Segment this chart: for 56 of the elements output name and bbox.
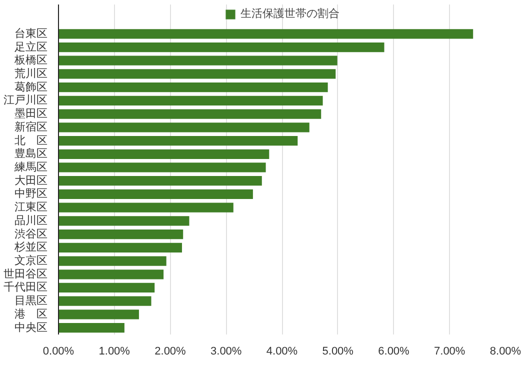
y-tick-label: 足立区 (14, 40, 48, 54)
bar (58, 202, 234, 212)
x-tick-label: 6.00% (378, 346, 410, 358)
bar (58, 242, 182, 252)
y-tick-label: 杉並区 (14, 242, 48, 254)
bar (58, 296, 152, 306)
bar (58, 282, 155, 293)
x-tick-label: 3.00% (210, 346, 242, 358)
y-tick-label: 中野区 (14, 187, 48, 200)
bar (58, 82, 328, 92)
bar (58, 109, 322, 119)
x-tick-label: 7.00% (434, 346, 466, 358)
bar (58, 149, 270, 159)
y-tick-label: 台東区 (14, 26, 48, 40)
bar (58, 162, 266, 172)
bar (58, 310, 139, 320)
bar (58, 42, 384, 52)
y-tick-label: 江東区 (14, 200, 48, 214)
bar (58, 96, 323, 106)
y-tick-label: 板橋区 (14, 54, 48, 67)
x-tick-label: 4.00% (266, 346, 298, 358)
bar (58, 323, 124, 333)
bar (58, 216, 190, 226)
y-tick-label: 江戸川区 (4, 94, 48, 107)
y-tick-label: 目黒区 (14, 295, 48, 308)
legend-label: 生活保護世帯の割合 (240, 6, 340, 21)
bar (58, 29, 474, 39)
bar (58, 176, 262, 186)
bar (58, 122, 310, 132)
y-tick-label: 墨田区 (14, 108, 48, 120)
bar (58, 56, 338, 66)
bar (58, 189, 253, 200)
y-tick-label: 港 区 (14, 307, 48, 320)
y-tick-label: 中央区 (14, 320, 48, 334)
y-tick-label: 大田区 (14, 174, 48, 187)
bar (58, 229, 184, 240)
y-tick-label: 品川区 (14, 214, 48, 227)
bar (58, 69, 336, 79)
y-tick-label: 新宿区 (14, 120, 48, 134)
x-tick-label: 1.00% (98, 346, 130, 358)
x-tick-label: 2.00% (154, 346, 186, 358)
x-tick-label: 5.00% (322, 346, 354, 358)
y-tick-label: 荒川区 (14, 66, 48, 80)
bar (58, 256, 166, 266)
bar (58, 270, 164, 280)
bar (58, 136, 298, 146)
y-tick-label: 世田谷区 (4, 267, 48, 280)
y-tick-label: 葛飾区 (14, 80, 48, 94)
y-tick-label: 練馬区 (14, 161, 48, 174)
y-tick-label: 北 区 (14, 134, 48, 147)
y-tick-label: 渋谷区 (14, 227, 48, 240)
x-tick-label: 0.00% (42, 346, 74, 358)
y-tick-label: 文京区 (14, 254, 48, 268)
y-tick-label: 千代田区 (4, 280, 48, 294)
x-tick-label: 8.00% (490, 346, 522, 358)
y-tick-label: 豊島区 (14, 147, 48, 160)
